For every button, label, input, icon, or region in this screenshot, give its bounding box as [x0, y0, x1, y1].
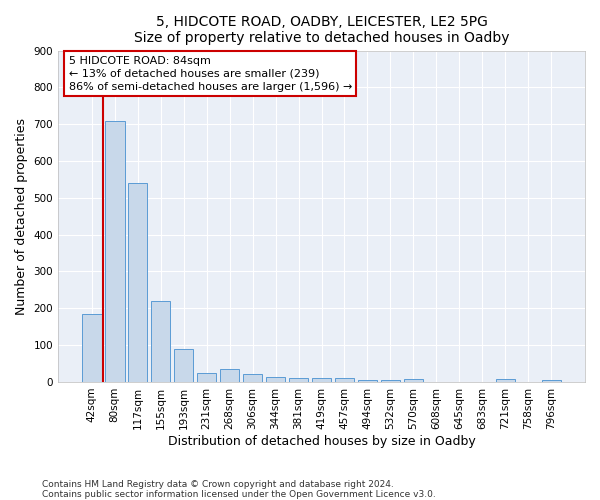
Bar [542, 380, 561, 382]
Bar [312, 378, 331, 382]
Bar [496, 379, 515, 382]
Bar [105, 120, 125, 382]
Bar [128, 183, 148, 382]
Bar [404, 380, 423, 382]
Bar [82, 314, 101, 382]
Bar [266, 377, 286, 382]
Bar [243, 374, 262, 382]
Bar [380, 380, 400, 382]
Y-axis label: Number of detached properties: Number of detached properties [15, 118, 28, 314]
Bar [335, 378, 354, 382]
Text: 5 HIDCOTE ROAD: 84sqm
← 13% of detached houses are smaller (239)
86% of semi-det: 5 HIDCOTE ROAD: 84sqm ← 13% of detached … [68, 56, 352, 92]
Bar [358, 380, 377, 382]
Bar [174, 349, 193, 382]
X-axis label: Distribution of detached houses by size in Oadby: Distribution of detached houses by size … [167, 434, 475, 448]
Bar [289, 378, 308, 382]
Bar [220, 369, 239, 382]
Bar [151, 301, 170, 382]
Text: Contains HM Land Registry data © Crown copyright and database right 2024.
Contai: Contains HM Land Registry data © Crown c… [42, 480, 436, 499]
Bar [197, 373, 217, 382]
Title: 5, HIDCOTE ROAD, OADBY, LEICESTER, LE2 5PG
Size of property relative to detached: 5, HIDCOTE ROAD, OADBY, LEICESTER, LE2 5… [134, 15, 509, 45]
